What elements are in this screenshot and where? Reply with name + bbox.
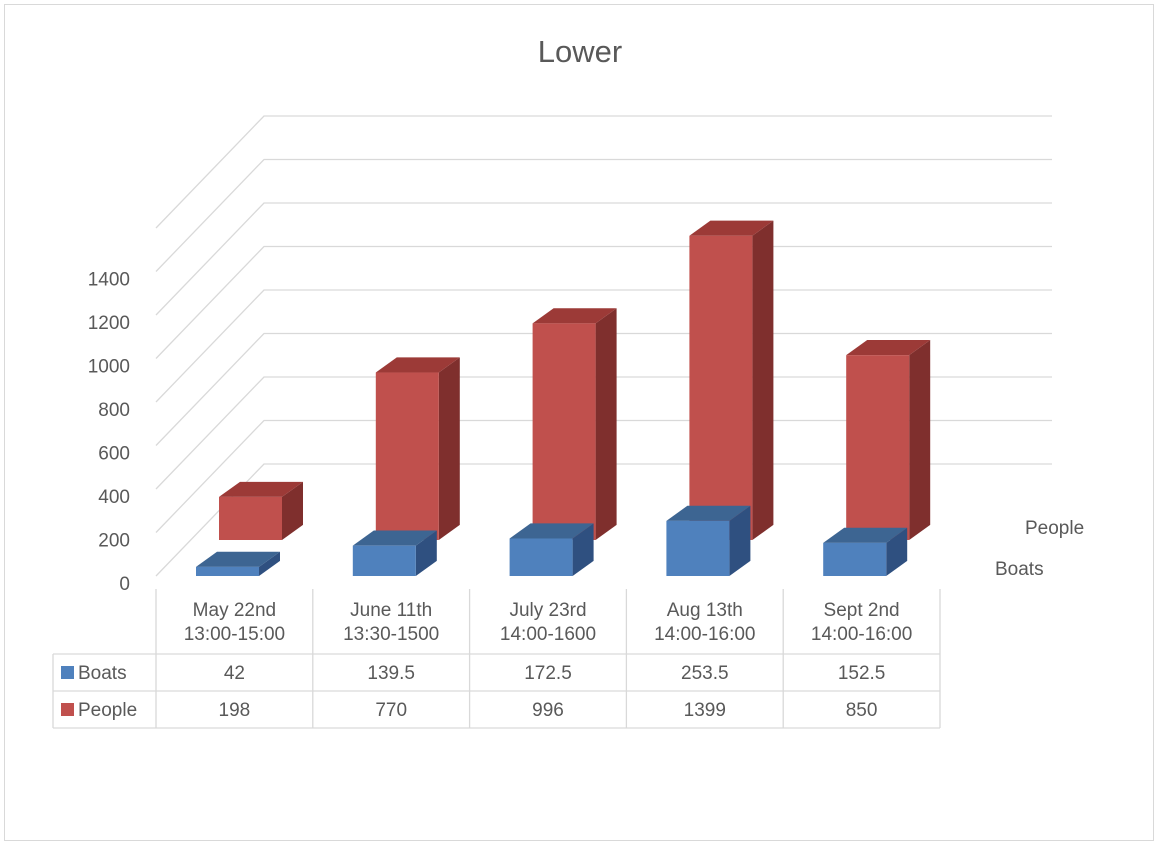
gridline <box>155 115 1052 229</box>
bar-side <box>886 527 908 576</box>
chart-svg: Lower 0 200 400 600 800 1000 1200 1400 People Bo… <box>52 34 1084 729</box>
data-label: 198 <box>219 700 251 721</box>
bar <box>532 323 596 540</box>
gridline <box>155 332 1052 446</box>
bar-side <box>282 481 303 540</box>
series-name: People <box>78 700 137 721</box>
bar-top <box>532 308 617 324</box>
bar-side <box>752 220 774 540</box>
bar <box>352 545 416 576</box>
bar <box>846 355 910 540</box>
gridline <box>155 245 1052 359</box>
category-label-line: 13:00-15:00 <box>184 624 285 645</box>
bar-top <box>196 551 280 567</box>
category-label: July 23rd 14:00-1600 <box>500 600 596 645</box>
chart-title: Lower <box>538 34 622 69</box>
category-label-line: Aug 13th <box>667 600 743 621</box>
category-label-line: Sept 2nd <box>824 600 900 621</box>
bar-top <box>352 530 437 546</box>
category-label-line: May 22nd <box>193 600 276 621</box>
bar-side <box>259 551 280 576</box>
data-label: 253.5 <box>681 663 729 684</box>
bar <box>666 520 730 576</box>
bar-top <box>689 220 774 236</box>
bar <box>509 538 573 576</box>
bar <box>219 496 282 540</box>
y-tick-label: 1200 <box>88 313 130 334</box>
y-tick-label: 1000 <box>88 357 130 378</box>
legend-key <box>61 666 74 679</box>
depth-label-people: People <box>1025 518 1084 539</box>
gridline <box>155 202 1052 316</box>
bars <box>196 220 931 576</box>
data-label: 850 <box>846 700 878 721</box>
bar-side <box>729 505 751 576</box>
category-label-line: 13:30-1500 <box>343 624 439 645</box>
category-label: Sept 2nd 14:00-16:00 <box>811 600 912 645</box>
depth-label-boats: Boats <box>995 559 1044 580</box>
bar-top <box>509 523 594 539</box>
data-label: 1399 <box>684 700 726 721</box>
data-label: 152.5 <box>838 663 886 684</box>
category-label-line: 14:00-16:00 <box>654 624 755 645</box>
category-label-line: 14:00-16:00 <box>811 624 912 645</box>
gridline <box>155 419 1052 533</box>
data-label: 139.5 <box>367 663 415 684</box>
bar <box>196 566 259 576</box>
data-label: 770 <box>375 700 407 721</box>
bar-side <box>415 530 437 576</box>
bar-top <box>846 340 931 356</box>
category-label: Aug 13th 14:00-16:00 <box>654 600 755 645</box>
gridline <box>155 376 1052 490</box>
bar-top <box>666 505 751 521</box>
bar-side <box>438 357 460 540</box>
y-tick-label: 200 <box>98 531 130 552</box>
bar <box>689 235 753 540</box>
bar-top <box>375 357 460 373</box>
data-label: 996 <box>532 700 564 721</box>
gridline <box>155 289 1052 403</box>
data-label: 172.5 <box>524 663 572 684</box>
gridline <box>155 463 1052 577</box>
y-tick-label: 400 <box>98 487 130 508</box>
y-tick-label: 800 <box>98 400 130 421</box>
category-label-line: July 23rd <box>509 600 586 621</box>
y-tick-label: 0 <box>119 574 130 595</box>
category-label-line: June 11th <box>350 600 432 621</box>
gridline <box>155 158 1052 272</box>
data-label: 42 <box>224 663 245 684</box>
category-label-line: 14:00-1600 <box>500 624 596 645</box>
category-label: May 22nd 13:00-15:00 <box>184 600 285 645</box>
bar-side <box>572 523 594 576</box>
series-name: Boats <box>78 663 127 684</box>
bar-side <box>595 308 617 540</box>
bar <box>823 542 887 576</box>
bar-top <box>823 527 908 543</box>
depth-labels: People Boats <box>995 518 1084 580</box>
bar-side <box>909 340 931 540</box>
y-tick-label: 1400 <box>88 270 130 291</box>
y-axis-ticks: 0 200 400 600 800 1000 1200 1400 <box>88 270 130 596</box>
category-label: June 11th 13:30-1500 <box>343 600 439 645</box>
gridlines <box>155 115 1052 577</box>
bar-top <box>219 481 303 497</box>
y-tick-label: 600 <box>98 444 130 465</box>
chart-frame: Lower 0 200 400 600 800 1000 1200 1400 People Bo… <box>4 4 1154 841</box>
legend-key <box>61 703 74 716</box>
bar <box>375 372 439 540</box>
